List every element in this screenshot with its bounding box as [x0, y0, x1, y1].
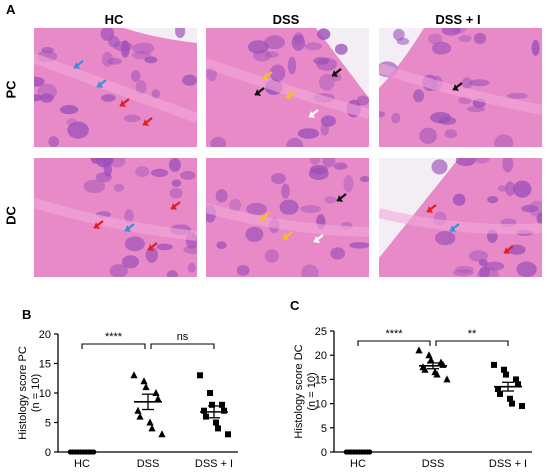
- significance-bracket: [81, 343, 146, 349]
- histology-tile-dc-0: [34, 158, 197, 277]
- y-axis-title: Histology score DC(n = 10): [293, 344, 318, 438]
- significance-label: ****: [385, 328, 403, 340]
- data-point: [203, 413, 209, 420]
- y-tick-label: 0: [45, 447, 51, 459]
- significance-label: ns: [177, 331, 189, 343]
- column-header-dss: DSS: [272, 12, 300, 27]
- data-point: [221, 407, 227, 414]
- chart-panel-c: 0 5 10 15 20 25 Histology score DC(n = 10) HC DS…: [293, 326, 532, 470]
- data-point: [509, 400, 515, 407]
- y-tick-label: 20: [315, 350, 327, 362]
- data-point: [497, 390, 503, 397]
- data-point: [134, 406, 142, 414]
- data-point: [201, 407, 207, 414]
- y-tick-label: 0: [321, 447, 327, 459]
- data-point: [433, 370, 441, 378]
- histology-tile-pc-0: [34, 28, 197, 147]
- column-header-hc: HC: [104, 12, 124, 27]
- row-label-pc: PC: [3, 80, 19, 99]
- data-point: [148, 424, 156, 432]
- x-category-label: DSS: [137, 458, 160, 470]
- data-point: [142, 383, 150, 391]
- data-point: [219, 401, 225, 408]
- data-point: [209, 401, 215, 408]
- significance-bracket: [357, 340, 431, 346]
- data-point: [513, 376, 519, 383]
- data-point: [415, 346, 423, 354]
- y-tick-label: 5: [45, 418, 51, 430]
- data-point: [213, 419, 219, 426]
- data-point: [154, 394, 162, 402]
- x-category-label: DSS + I: [195, 458, 233, 470]
- data-point: [225, 431, 231, 438]
- histology-tile-pc-1: [206, 28, 369, 147]
- data-point: [215, 425, 221, 432]
- y-tick-label: 20: [39, 329, 51, 341]
- data-point: [503, 371, 509, 378]
- y-tick-label: 10: [315, 399, 327, 411]
- data-point: [427, 356, 435, 364]
- row-label-dc: DC: [3, 206, 19, 225]
- y-tick-label: 10: [39, 388, 51, 400]
- data-point: [140, 377, 148, 385]
- data-point: [443, 375, 451, 383]
- y-tick-label: 15: [39, 359, 51, 371]
- data-point: [507, 395, 513, 402]
- data-point: [146, 418, 154, 426]
- data-point: [495, 386, 501, 393]
- data-point: [136, 412, 144, 420]
- y-tick-label: 15: [315, 374, 327, 386]
- significance-label: **: [468, 328, 477, 340]
- y-axis-title: Histology score PC(n = 10): [17, 346, 42, 440]
- x-category-label: HC: [74, 458, 90, 470]
- data-point: [130, 371, 138, 379]
- x-category-label: DSS + I: [489, 458, 527, 470]
- data-point: [515, 381, 521, 388]
- data-point: [158, 430, 166, 438]
- data-point: [152, 389, 160, 396]
- x-category-label: DSS: [422, 458, 445, 470]
- panel-b-letter: B: [22, 307, 32, 322]
- data-point: [519, 403, 525, 410]
- significance-bracket: [150, 343, 215, 349]
- x-category-label: HC: [350, 458, 366, 470]
- data-point: [491, 361, 497, 368]
- data-point: [197, 372, 203, 379]
- histology-tile-pc-2: [379, 28, 542, 147]
- histology-tile-dc-1: [206, 158, 369, 277]
- column-header-dss-i: DSS + I: [435, 12, 481, 27]
- panel-c-letter: C: [290, 298, 300, 313]
- data-point: [501, 366, 507, 373]
- significance-bracket: [435, 340, 509, 346]
- data-point: [421, 365, 429, 373]
- y-tick-label: 5: [321, 423, 327, 435]
- histology-tile-dc-2: [379, 158, 542, 277]
- data-point: [207, 390, 213, 396]
- y-tick-label: 25: [315, 326, 327, 338]
- panel-a-letter: A: [6, 2, 16, 17]
- significance-label: ****: [105, 331, 123, 343]
- chart-panel-b: 0 5 10 15 20 Histology score PC(n = 10) HC DSS D…: [17, 329, 238, 470]
